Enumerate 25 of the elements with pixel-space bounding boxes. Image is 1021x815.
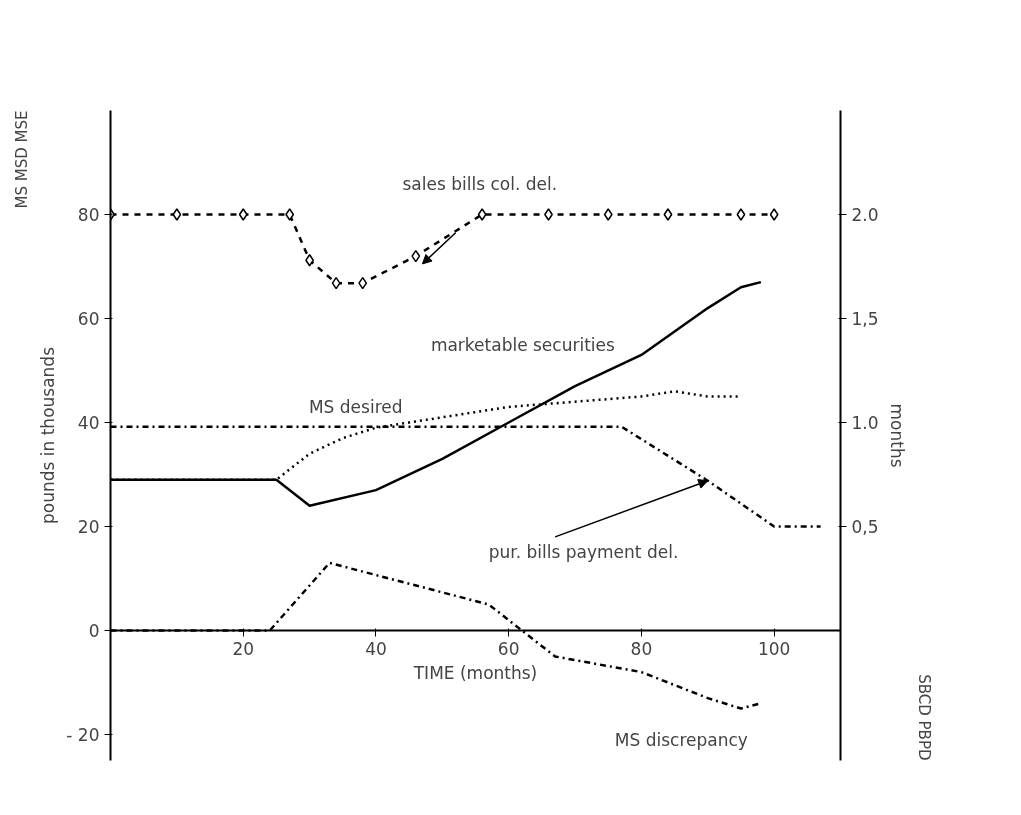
series-label: sales bills col. del. [402,173,558,194]
y2-tick-label: 0,5 [851,517,879,537]
y2-tick-label: 1,5 [851,309,879,329]
y-axis-title: pounds in thousands [38,346,59,524]
series-label: MS discrepancy [614,729,748,750]
text: pur. bills payment del. [488,542,679,563]
x-tick-label: 20 [232,638,255,659]
y-tick-label: 40 [77,412,100,433]
y-tick-label: - 20 [66,724,100,745]
x-tick-label: 40 [365,638,387,659]
y-tick-label: 80 [77,204,100,225]
x-tick-label: 80 [630,638,653,659]
x-tick-label: 60 [497,638,520,659]
series-label: MS desired [308,397,403,418]
x-tick-label: 100 [757,638,791,659]
series-label: marketable securities [430,334,616,355]
y2-axis-title: months [886,403,907,468]
text: SBCD PBPD [914,674,933,761]
y2-tick-label: 2.0 [851,205,879,225]
y-tick-label: 60 [77,308,100,329]
y-tick-label: 0 [88,620,100,641]
y2-tick-label: 1.0 [851,413,879,433]
y-tick-label: 20 [77,516,100,537]
x-axis-title: TIME (months) [412,662,538,683]
text: MS MSD MSE [12,110,31,209]
